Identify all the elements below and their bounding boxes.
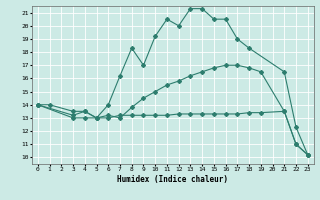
X-axis label: Humidex (Indice chaleur): Humidex (Indice chaleur) [117,175,228,184]
